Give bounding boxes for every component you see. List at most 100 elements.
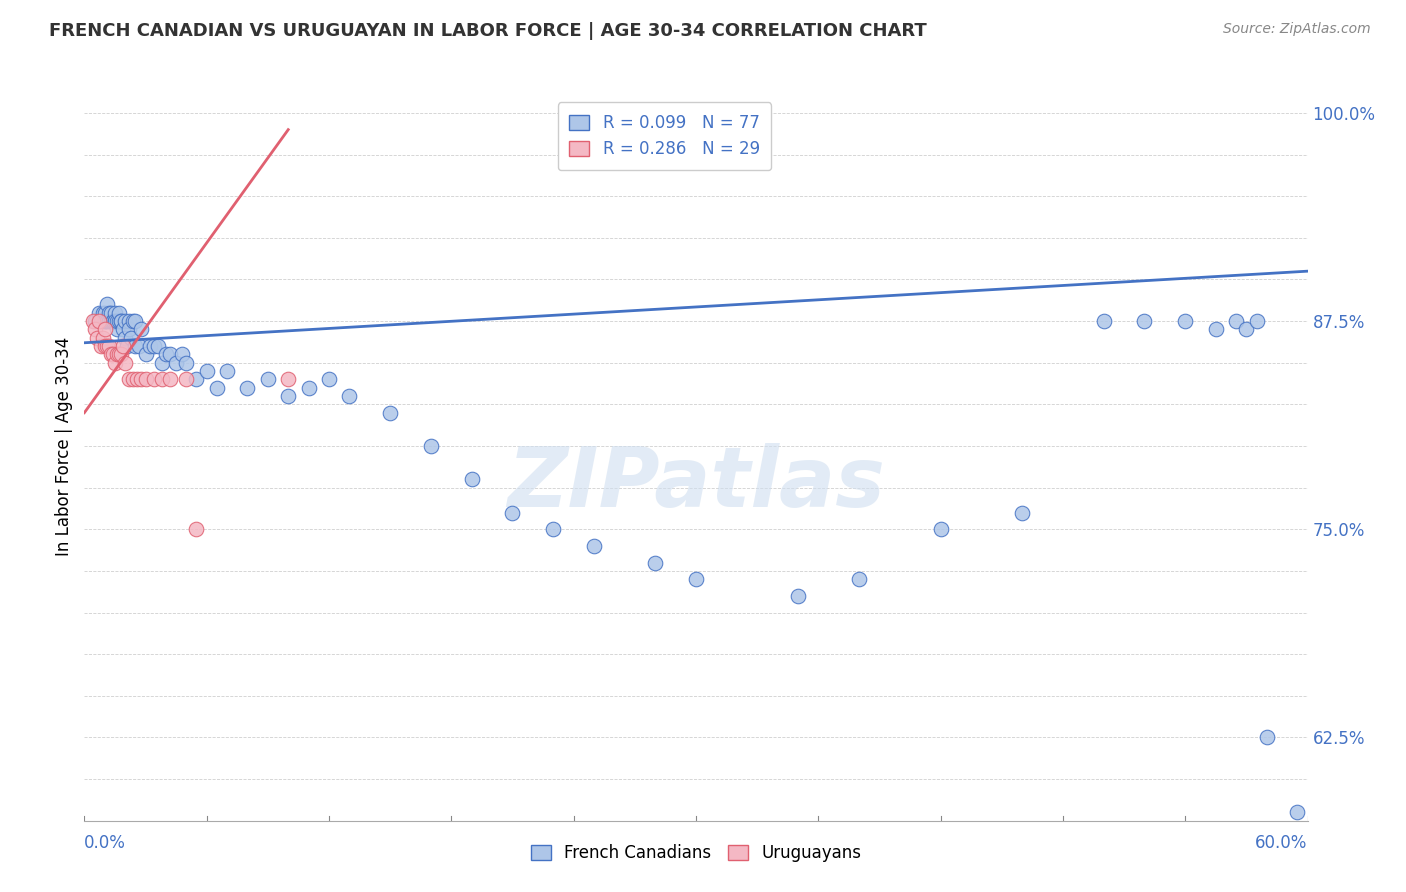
Point	[186, 522, 208, 536]
Point	[146, 339, 169, 353]
Point	[1286, 805, 1309, 820]
Point	[135, 347, 157, 361]
Point	[150, 356, 173, 370]
Point	[112, 339, 135, 353]
Point	[174, 356, 197, 370]
Point	[96, 314, 118, 328]
Point	[110, 314, 132, 328]
Point	[172, 347, 194, 361]
Point	[100, 306, 122, 320]
Point	[120, 331, 142, 345]
Point	[1236, 322, 1258, 336]
Point	[96, 297, 118, 311]
Legend: French Canadians, Uruguayans: French Canadians, Uruguayans	[524, 838, 868, 869]
Point	[277, 372, 299, 386]
Point	[122, 372, 145, 386]
Point	[131, 322, 153, 336]
Point	[929, 522, 952, 536]
Point	[104, 356, 127, 370]
Point	[97, 314, 120, 328]
Point	[93, 314, 115, 328]
Point	[96, 339, 118, 353]
Point	[105, 347, 128, 361]
Text: 0.0%: 0.0%	[84, 834, 127, 852]
Point	[1174, 314, 1197, 328]
Point	[110, 314, 132, 328]
Point	[122, 314, 145, 328]
Point	[87, 306, 110, 320]
Point	[118, 322, 141, 336]
Point	[87, 314, 110, 328]
Point	[105, 322, 128, 336]
Point	[91, 331, 114, 345]
Point	[101, 314, 124, 328]
Point	[186, 372, 208, 386]
Point	[543, 522, 565, 536]
Point	[91, 306, 114, 320]
Point	[118, 314, 141, 328]
Point	[118, 372, 141, 386]
Point	[93, 314, 115, 328]
Point	[155, 347, 177, 361]
Point	[127, 372, 149, 386]
Point	[1133, 314, 1156, 328]
Point	[135, 372, 157, 386]
Point	[93, 306, 115, 320]
Point	[86, 331, 108, 345]
Point	[108, 306, 131, 320]
Text: 60.0%: 60.0%	[1256, 834, 1308, 852]
Point	[205, 381, 228, 395]
Point	[502, 506, 524, 520]
Point	[380, 406, 402, 420]
Text: ZIPatlas: ZIPatlas	[508, 443, 884, 524]
Text: Source: ZipAtlas.com: Source: ZipAtlas.com	[1223, 22, 1371, 37]
Point	[1011, 506, 1033, 520]
Point	[100, 347, 122, 361]
Point	[83, 314, 105, 328]
Point	[104, 314, 127, 328]
Point	[318, 372, 340, 386]
Point	[97, 306, 120, 320]
Point	[159, 347, 181, 361]
Point	[108, 347, 131, 361]
Point	[112, 322, 135, 336]
Point	[1092, 314, 1115, 328]
Point	[583, 539, 606, 553]
Point	[131, 372, 153, 386]
Point	[257, 372, 280, 386]
Point	[114, 331, 136, 345]
Point	[461, 472, 484, 486]
Point	[339, 389, 361, 403]
Point	[138, 339, 160, 353]
Point	[277, 389, 299, 403]
Point	[110, 347, 132, 361]
Point	[1256, 731, 1278, 745]
Point	[787, 589, 810, 603]
Point	[83, 322, 105, 336]
Point	[90, 314, 112, 328]
Point	[685, 572, 707, 586]
Point	[420, 439, 443, 453]
Point	[644, 556, 666, 570]
Point	[159, 372, 181, 386]
Point	[90, 339, 112, 353]
Point	[217, 364, 239, 378]
Point	[82, 314, 104, 328]
Point	[174, 372, 197, 386]
Point	[114, 356, 136, 370]
Point	[105, 314, 128, 328]
Point	[93, 339, 115, 353]
Point	[101, 347, 124, 361]
Point	[108, 314, 131, 328]
Point	[142, 372, 165, 386]
Point	[150, 372, 173, 386]
Point	[298, 381, 321, 395]
Point	[124, 314, 146, 328]
Point	[165, 356, 187, 370]
Point	[104, 306, 127, 320]
Point	[1246, 314, 1268, 328]
Point	[124, 339, 146, 353]
Point	[1205, 322, 1227, 336]
Point	[114, 314, 136, 328]
Point	[142, 339, 165, 353]
